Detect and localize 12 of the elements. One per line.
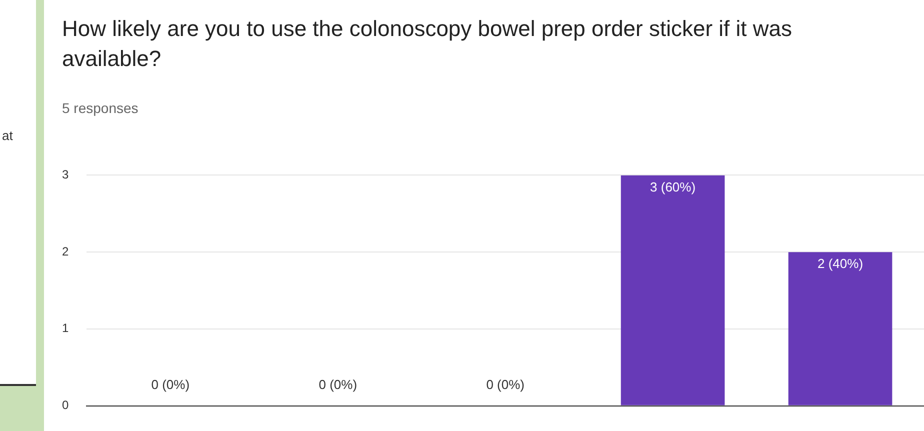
y-tick-label: 3 bbox=[62, 168, 69, 182]
data-label: 0 (0%) bbox=[318, 376, 358, 392]
y-tick-label: 2 bbox=[62, 244, 69, 258]
data-label: 0 (0%) bbox=[486, 376, 524, 392]
text: at bbox=[2, 128, 13, 143]
y-tick-label: 0 bbox=[62, 398, 69, 412]
chart-subtitle: 5 responses bbox=[62, 100, 138, 116]
data-label: 0 (0%) bbox=[151, 376, 190, 392]
data-label: 2 (40%) bbox=[818, 256, 864, 272]
data-label: 3 (60%) bbox=[650, 179, 696, 194]
chart-title: How likely are you to use the colonoscopy bowel prep order sticker if it was available? bbox=[62, 15, 794, 73]
y-tick-label: 1 bbox=[62, 321, 69, 336]
